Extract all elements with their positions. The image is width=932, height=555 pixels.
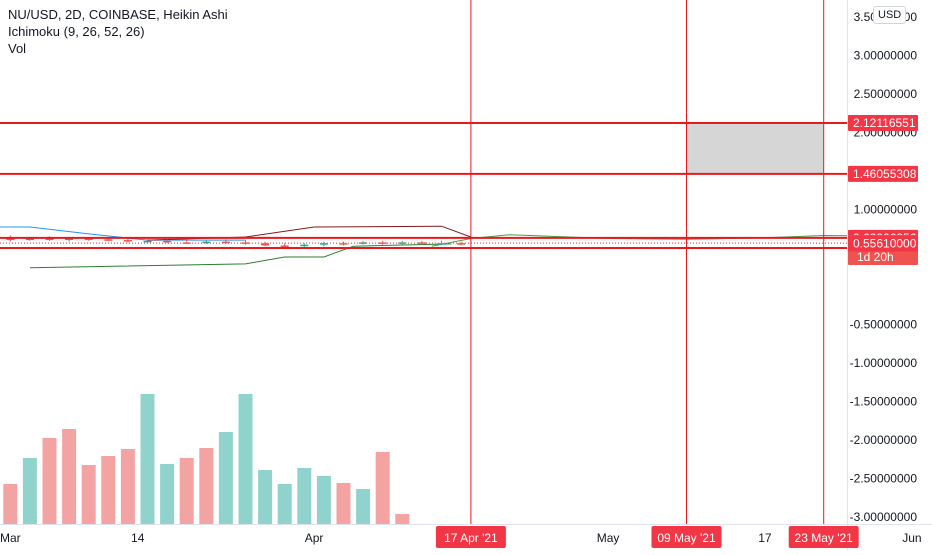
price-zone-rect[interactable] — [686, 123, 824, 174]
candle-body — [261, 243, 270, 246]
candle-body — [45, 238, 54, 241]
candle-body — [378, 242, 387, 244]
chart-legend: NU/USD, 2D, COINBASE, Heikin Ashi Ichimo… — [8, 6, 228, 57]
x-tick-label: Jun — [902, 531, 921, 545]
volume-bar — [3, 484, 18, 524]
volume-bar — [375, 452, 390, 524]
symbol-title[interactable]: NU/USD, 2D, COINBASE, Heikin Ashi — [8, 7, 228, 22]
currency-badge[interactable]: USD — [873, 6, 907, 24]
level-price-tag-bg — [848, 165, 918, 182]
candle-body — [25, 238, 34, 241]
candle-body — [163, 240, 172, 243]
ichimoku-layer — [0, 225, 912, 269]
volume-bar — [101, 456, 116, 524]
volume-bar — [140, 394, 155, 524]
date-tags-layer: 17 Apr '21 09 May '21 23 May '21 — [435, 526, 859, 548]
ichimoku-conversion-line — [0, 226, 246, 241]
volume-bar — [238, 394, 253, 524]
current-price-tag-countdown: 1d 20h — [857, 250, 894, 264]
candle-body — [65, 238, 74, 241]
vertical-markers-layer[interactable] — [470, 0, 825, 524]
reference-price-tag-bg — [848, 235, 918, 252]
candle-body — [104, 239, 113, 241]
volume-bar — [258, 470, 273, 524]
zone-layer — [686, 123, 824, 174]
x-tick-label: 17 — [758, 531, 772, 545]
date-tag-bg — [435, 526, 506, 548]
level-price-tag: 1.46055308 — [853, 167, 917, 181]
date-tag-label: 17 Apr '21 — [444, 531, 498, 545]
candle-body — [457, 243, 466, 245]
levels-layer[interactable] — [0, 122, 847, 250]
y-tick-label: 3.00000000 — [854, 48, 918, 62]
y-tick-label: -3.00000000 — [850, 510, 918, 524]
candle-body — [143, 240, 152, 243]
volume-bar — [356, 489, 371, 524]
date-tag-label: 09 May '21 — [657, 531, 716, 545]
volume-bar — [297, 468, 312, 524]
volume-bar — [395, 514, 410, 524]
y-tick-label: -1.00000000 — [850, 356, 918, 370]
y-tick-label: 1.00000000 — [854, 202, 918, 216]
volume-bar — [316, 476, 331, 524]
candle-body — [339, 243, 348, 245]
y-tick-label: -2.50000000 — [850, 472, 918, 486]
y-tick-label: -0.50000000 — [850, 318, 918, 332]
candle-body — [241, 242, 250, 244]
y-tick-label: -2.00000000 — [850, 433, 918, 447]
volume-bar — [62, 429, 77, 524]
volume-bar — [22, 458, 37, 524]
volume-bar — [160, 464, 175, 524]
candle-body — [280, 245, 289, 247]
volume-bar — [277, 484, 292, 524]
date-tag-bg — [651, 526, 722, 548]
date-tag-bg — [788, 526, 859, 548]
candle-body — [319, 243, 328, 245]
ichimoku-lagging-span — [29, 243, 452, 269]
y-tick-label: 2.50000000 — [854, 87, 918, 101]
volume-layer — [3, 394, 410, 524]
volume-bar — [120, 449, 135, 524]
volume-bar — [179, 458, 194, 524]
volume-bar — [42, 438, 57, 524]
reference-price-tag: 0.55610000 — [853, 236, 917, 250]
candle-body — [202, 241, 211, 244]
ichimoku-leading-span-a — [431, 234, 912, 247]
volume-bar — [199, 448, 214, 524]
y-tick-label: -1.50000000 — [850, 395, 918, 409]
candle-body — [221, 241, 230, 244]
level-price-tag: 2.12116551 — [853, 116, 916, 130]
volume-bar — [336, 483, 351, 524]
ichimoku-indicator-label[interactable]: Ichimoku (9, 26, 52, 26) — [8, 24, 145, 39]
candle-body — [84, 238, 93, 241]
x-tick-label: Mar — [0, 531, 21, 545]
candle-body — [123, 240, 132, 242]
candle-body — [300, 244, 309, 247]
volume-bar — [81, 465, 96, 524]
x-tick-label: 14 — [131, 531, 145, 545]
candle-body — [417, 242, 426, 244]
volume-indicator-label[interactable]: Vol — [8, 41, 27, 56]
volume-bar — [218, 432, 233, 524]
date-tag-label: 23 May '21 — [795, 531, 854, 545]
level-price-tag-bg — [848, 115, 918, 132]
x-tick-label: May — [597, 531, 620, 545]
candle-body — [6, 238, 15, 241]
x-tick-label: Apr — [305, 531, 324, 545]
price-tags-layer: 2.121165511.460553080.629062560.49615680… — [848, 115, 918, 266]
